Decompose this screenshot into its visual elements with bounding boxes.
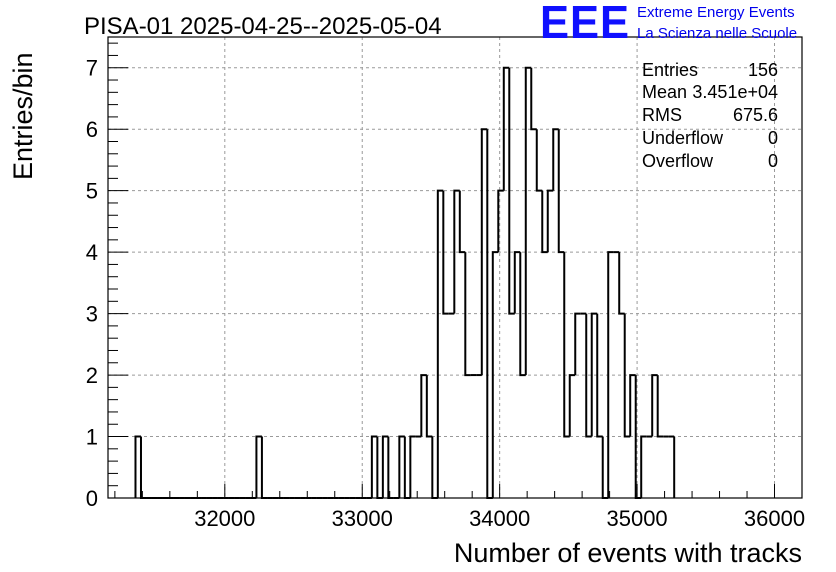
histogram-bars [134,66,676,499]
histogram-bin [585,313,592,438]
histogram-bin [640,435,647,498]
stats-overflow-value: 0 [768,151,778,171]
y-tick-label: 1 [86,425,98,450]
histogram-bin [491,251,499,498]
y-tick-label: 6 [86,117,98,142]
histogram-bin [436,189,444,498]
stats-mean-value: 3.451e+04 [692,82,778,102]
histogram-bin [497,189,504,253]
histogram-bin [656,375,664,438]
histogram-bin [480,128,488,376]
stats-box: Entries 156 Mean 3.451e+04 RMS 675.6 Und… [642,60,778,171]
eee-logo: EEE Extreme Energy Events La Scienza nel… [540,0,797,48]
histogram-bin [590,312,598,437]
y-tick-label: 7 [86,56,98,81]
grid-lines [108,37,802,498]
histogram-bin [458,190,466,254]
histogram-bin [651,374,658,437]
histogram-bin [607,251,614,498]
x-axis-label: Number of events with tracks [454,538,802,568]
histogram-bin [629,374,636,437]
logo-eee-text: EEE [540,0,630,48]
plot-frame [107,36,803,499]
histogram-bin [552,128,559,191]
histogram-bin [546,189,554,253]
histogram-bin [139,436,147,499]
histogram-bin [519,252,526,377]
histogram-bin [508,67,515,315]
histogram-bin [255,435,262,498]
x-tick-label: 34000 [469,506,530,531]
y-axis-label: Entries/bin [8,52,38,180]
stats-mean-label: Mean [642,82,687,102]
histogram-bin [541,190,548,254]
histogram-bin [557,129,565,254]
histogram-bin [574,312,581,376]
histogram-bin [563,252,570,438]
y-tick-label: 4 [86,240,98,265]
histogram-bin [502,66,510,191]
y-tick-label: 5 [86,179,98,204]
histogram-bin [524,66,532,376]
y-tick-label: 3 [86,302,98,327]
stats-underflow-value: 0 [768,128,778,148]
histogram-bin [442,190,449,315]
histogram-bin [530,67,537,131]
histogram-bin [513,251,521,314]
histogram-bin [387,436,394,499]
histogram-bin [535,129,543,192]
x-tick-label: 35000 [606,506,667,531]
histogram-bin [409,435,416,498]
histogram-bin [596,313,603,438]
y-tick-label: 0 [86,486,98,511]
histogram-bin [464,252,471,377]
histogram-bin [398,435,405,498]
axis-ticks [108,42,803,499]
stats-entries-value: 156 [748,60,778,80]
logo-line-2: La Scienza nelle Scuole [637,25,797,42]
histogram-bin [568,374,576,437]
histogram-bin [260,436,268,499]
histogram-bin [381,435,389,498]
x-tick-label: 32000 [194,506,255,531]
logo-line-1: Extreme Energy Events [637,4,795,21]
y-tick-label: 2 [86,363,98,388]
histogram-bin [623,313,631,438]
x-tick-label: 33000 [332,506,393,531]
stats-underflow-label: Underflow [642,128,724,148]
histogram-bin [618,252,625,315]
chart-title: PISA-01 2025-04-25--2025-05-04 [84,13,442,40]
x-tick-label: 36000 [744,506,805,531]
histogram-bin [370,435,378,498]
stats-overflow-label: Overflow [642,151,714,171]
histogram-bin [134,435,141,498]
histogram-bin [420,374,427,437]
histogram-bin [453,189,460,314]
stats-rms-label: RMS [642,105,682,125]
histogram-bin [425,375,433,438]
stats-rms-value: 675.6 [733,105,778,125]
stats-entries-label: Entries [642,60,698,80]
